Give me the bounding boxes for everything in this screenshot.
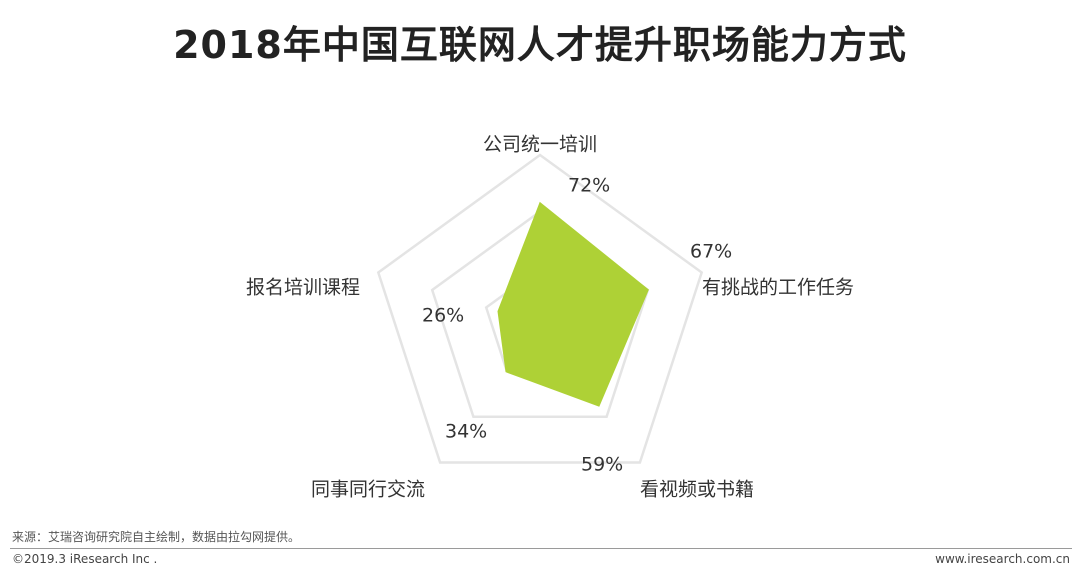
value-label-3: 59% [581,454,623,476]
category-label-1: 公司统一培训 [483,134,597,156]
website-link[interactable]: www.iresearch.com.cn [935,552,1070,566]
category-label-2: 有挑战的工作任务 [702,277,854,299]
category-label-4: 同事同行交流 [311,479,425,501]
category-label-3: 看视频或书籍 [640,479,754,501]
data-polygon [497,201,649,407]
category-label-5: 报名培训课程 [246,277,360,299]
source-note: 来源：艾瑞咨询研究院自主绘制，数据由拉勾网提供。 [12,530,301,544]
chart-title: 2018年中国互联网人才提升职场能力方式 [173,23,907,67]
value-label-5: 26% [422,305,464,327]
value-label-4: 34% [445,421,487,443]
footer-divider [10,548,1072,549]
grid-ring-3 [376,153,704,464]
value-label-1: 72% [568,175,610,197]
value-label-2: 67% [690,241,732,263]
copyright-text: ©2019.3 iResearch Inc . [12,552,158,566]
radar-area [497,201,649,407]
